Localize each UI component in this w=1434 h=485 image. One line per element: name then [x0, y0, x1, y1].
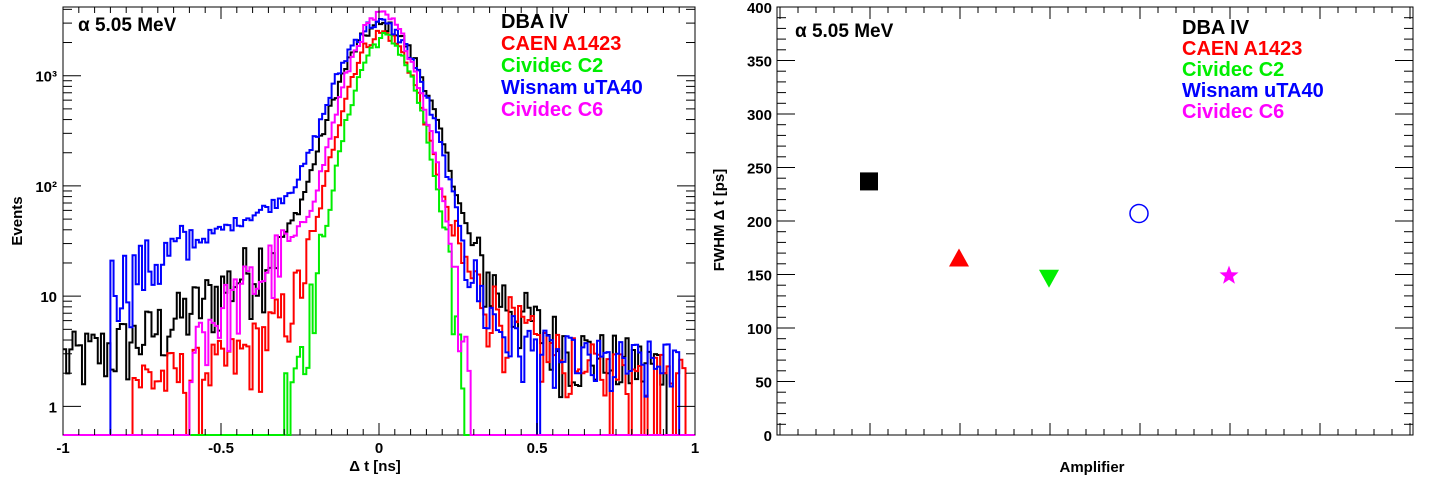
left-y-tick-label: 10² [35, 179, 57, 196]
left-legend-entry: DBA IV [501, 11, 569, 33]
left-y-tick-label: 1 [49, 399, 57, 416]
left-axis-ticks: -1 -0.5 0 0.5 1 1 10 10² 10³ [35, 7, 699, 457]
right-legend-entry: DBA IV [1182, 17, 1250, 39]
left-x-tick-label: 0 [375, 440, 383, 457]
left-x-axis-label: Δ t [ns] [349, 458, 401, 475]
right-y-tick-label: 400 [747, 0, 772, 17]
left-legend-entry: Cividec C2 [501, 55, 603, 77]
left-annotation: α 5.05 MeV [78, 15, 177, 36]
left-y-axis-label: Events [9, 196, 26, 245]
left-series-group [63, 10, 695, 436]
right-axis-ticks: 0 50 100 150 200 250 300 350 400 [747, 0, 1413, 445]
right-x-axis-label: Amplifier [1059, 459, 1124, 476]
right-annotation: α 5.05 MeV [795, 21, 894, 42]
left-y-tick-label: 10 [40, 289, 57, 306]
right-y-tick-label: 50 [755, 375, 772, 392]
right-legend-entry: CAEN A1423 [1182, 38, 1302, 60]
right-y-tick-label: 200 [747, 214, 772, 231]
point-square [860, 172, 878, 191]
point-triangle-up [949, 248, 969, 267]
fwhm-scatter-chart: 0 50 100 150 200 250 300 350 400 α 5.05 MeV DBA … [711, 0, 1414, 476]
left-x-tick-label: -0.5 [208, 440, 234, 457]
left-y-tick-label: 10³ [35, 69, 57, 86]
left-x-tick-label: 0.5 [527, 440, 548, 457]
point-star [1219, 265, 1239, 284]
right-y-axis-label: FWHM Δ t [ps] [711, 169, 728, 271]
point-circle-open [1129, 203, 1149, 224]
left-x-tick-label: 1 [691, 440, 699, 457]
left-legend-entry: Cividec C6 [501, 99, 603, 121]
right-y-tick-label: 100 [747, 321, 772, 338]
right-y-tick-label: 350 [747, 54, 772, 71]
point-triangle-down [1039, 269, 1059, 288]
right-y-tick-label: 0 [764, 428, 772, 445]
right-y-tick-label: 150 [747, 268, 772, 285]
right-points-group [860, 172, 1239, 288]
right-plot-frame [776, 6, 1414, 436]
left-x-tick-label: -1 [56, 440, 69, 457]
right-legend-entry: Cividec C2 [1182, 59, 1284, 81]
left-legend-entry: CAEN A1423 [501, 33, 621, 55]
right-y-tick-label: 250 [747, 161, 772, 178]
right-y-tick-label: 300 [747, 107, 772, 124]
right-legend-entry: Cividec C6 [1182, 101, 1284, 123]
left-legend-entry: Wisnam uTA40 [501, 77, 643, 99]
histogram-series-4 [63, 10, 695, 436]
histogram-chart: -1 -0.5 0 0.5 1 1 10 10² 10³ α 5.05 MeV DBA IVCA… [9, 6, 699, 475]
right-legend-entry: Wisnam uTA40 [1182, 80, 1324, 102]
histogram-series-3 [63, 18, 695, 436]
